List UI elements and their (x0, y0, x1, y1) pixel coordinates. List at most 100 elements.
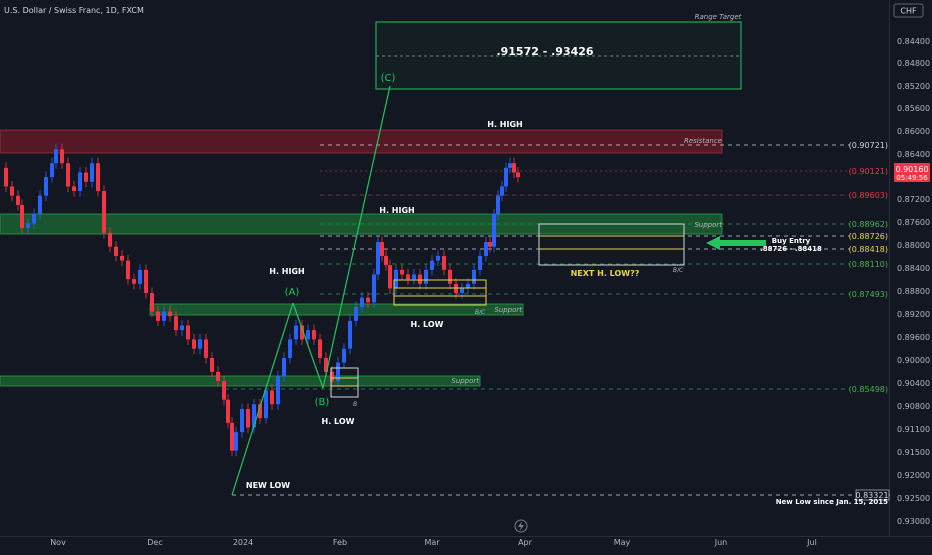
candle-body (252, 404, 256, 428)
candle-body (38, 195, 42, 215)
price-tick-label: 0.86000 (897, 127, 930, 136)
price-tick-label: 0.85200 (897, 82, 930, 91)
candle-body (96, 163, 100, 192)
candle-body (336, 362, 340, 382)
h-high-label-3: H. HIGH (487, 120, 522, 129)
countdown: 05:49:56 (896, 174, 928, 182)
candle-body (26, 223, 30, 229)
candle-body (32, 214, 36, 224)
candle-body (324, 357, 328, 372)
wave-c-line (322, 85, 391, 389)
candle-body (330, 371, 334, 382)
price-tick-label: 0.87200 (897, 195, 930, 204)
price-label-p1: (0.90721) (849, 141, 888, 150)
bc-label-2: B/C (673, 267, 684, 274)
time-tick-label: Dec (147, 538, 162, 547)
candle-body (478, 255, 482, 270)
bc-label-1: B/C (475, 309, 486, 316)
candle-body (288, 339, 292, 358)
candle-body (276, 376, 280, 405)
candle-body (376, 242, 380, 275)
price-tick-label: 0.90400 (897, 379, 930, 388)
price-tick-label: 0.89600 (897, 333, 930, 342)
wave-b-label: (B) (315, 397, 330, 408)
candle-body (174, 316, 178, 331)
h-low-label-1: H. LOW (322, 417, 355, 426)
candle-body (44, 177, 48, 196)
buy-entry-label: Buy Entry (772, 237, 811, 245)
candle-body (226, 399, 230, 423)
wave-a-label: (A) (285, 287, 300, 298)
candle-body (388, 265, 392, 289)
h-high-label-2: H. HIGH (379, 206, 414, 215)
candle-body (406, 274, 410, 280)
time-tick-label: Apr (518, 538, 533, 547)
time-tick-label: Jun (714, 538, 728, 547)
candle-body (448, 269, 452, 284)
svg-text:CHF: CHF (900, 7, 917, 16)
currency-badge[interactable] (893, 3, 924, 18)
candles-group (4, 143, 520, 457)
candle-body (222, 381, 226, 400)
price-tick-label: 0.84400 (897, 37, 930, 46)
support-label-2: Support (494, 306, 522, 314)
candle-body (50, 163, 54, 178)
candle-body (102, 191, 106, 233)
candle-body (210, 357, 214, 372)
candle-body (516, 172, 520, 178)
candle-body (90, 163, 94, 182)
price-tick-label: 0.86400 (897, 150, 930, 159)
candle-body (198, 339, 202, 349)
price-tick-label: 0.84800 (897, 59, 930, 68)
candle-body (120, 255, 124, 261)
yellow-box-1 (393, 279, 487, 306)
price-label-p6: (0.88418) (849, 245, 888, 254)
buy-range-label: .88726 - .88418 (760, 245, 822, 253)
candle-body (66, 163, 70, 187)
candle-body (84, 172, 88, 182)
price-tick-label: 0.90800 (897, 402, 930, 411)
price-tick-label: 0.89200 (897, 310, 930, 319)
time-tick-label: May (614, 538, 631, 547)
price-tick-label: 0.90000 (897, 356, 930, 365)
candle-body (460, 288, 464, 294)
candle-body (384, 255, 388, 266)
candle-body (204, 339, 208, 358)
resistance-zone (0, 129, 723, 154)
candle-body (306, 330, 310, 340)
candle-body (294, 325, 298, 340)
candle-body (186, 325, 190, 340)
price-label-p3: (0.89603) (849, 191, 888, 200)
candle-body (282, 357, 286, 377)
candle-body (150, 293, 154, 312)
price-axis[interactable]: 0.93000 0.92500 0.92000 0.91500 0.91100 0.908… (897, 37, 930, 526)
candle-body (216, 371, 220, 382)
support-label-1: Support (694, 221, 722, 229)
yellow-box-2 (330, 367, 359, 398)
candle-body (424, 269, 428, 284)
target-box (375, 21, 742, 90)
candle-body (360, 297, 364, 307)
candle-body (10, 186, 14, 196)
candle-body (492, 214, 496, 247)
range-target-label: Range Target (695, 13, 742, 21)
last-price-badge (894, 163, 930, 182)
resistance-label: Resistance (684, 137, 722, 145)
candle-body (246, 408, 250, 428)
price-label-p4: (0.88962) (849, 220, 888, 229)
candle-body (132, 279, 136, 284)
candle-body (180, 325, 184, 331)
candle-body (412, 274, 416, 280)
candle-body (108, 232, 112, 247)
time-axis[interactable]: Nov Dec 2024 Feb Mar Apr May Jun Jul (50, 538, 817, 547)
candle-body (418, 274, 422, 284)
candle-body (270, 390, 274, 405)
candle-body (4, 167, 8, 187)
price-label-p2: (0.90121) (849, 167, 888, 176)
candle-body (230, 422, 234, 451)
price-label-p9: (0.85498) (849, 385, 888, 394)
replay-icon[interactable] (514, 519, 528, 533)
candle-body (366, 297, 370, 303)
